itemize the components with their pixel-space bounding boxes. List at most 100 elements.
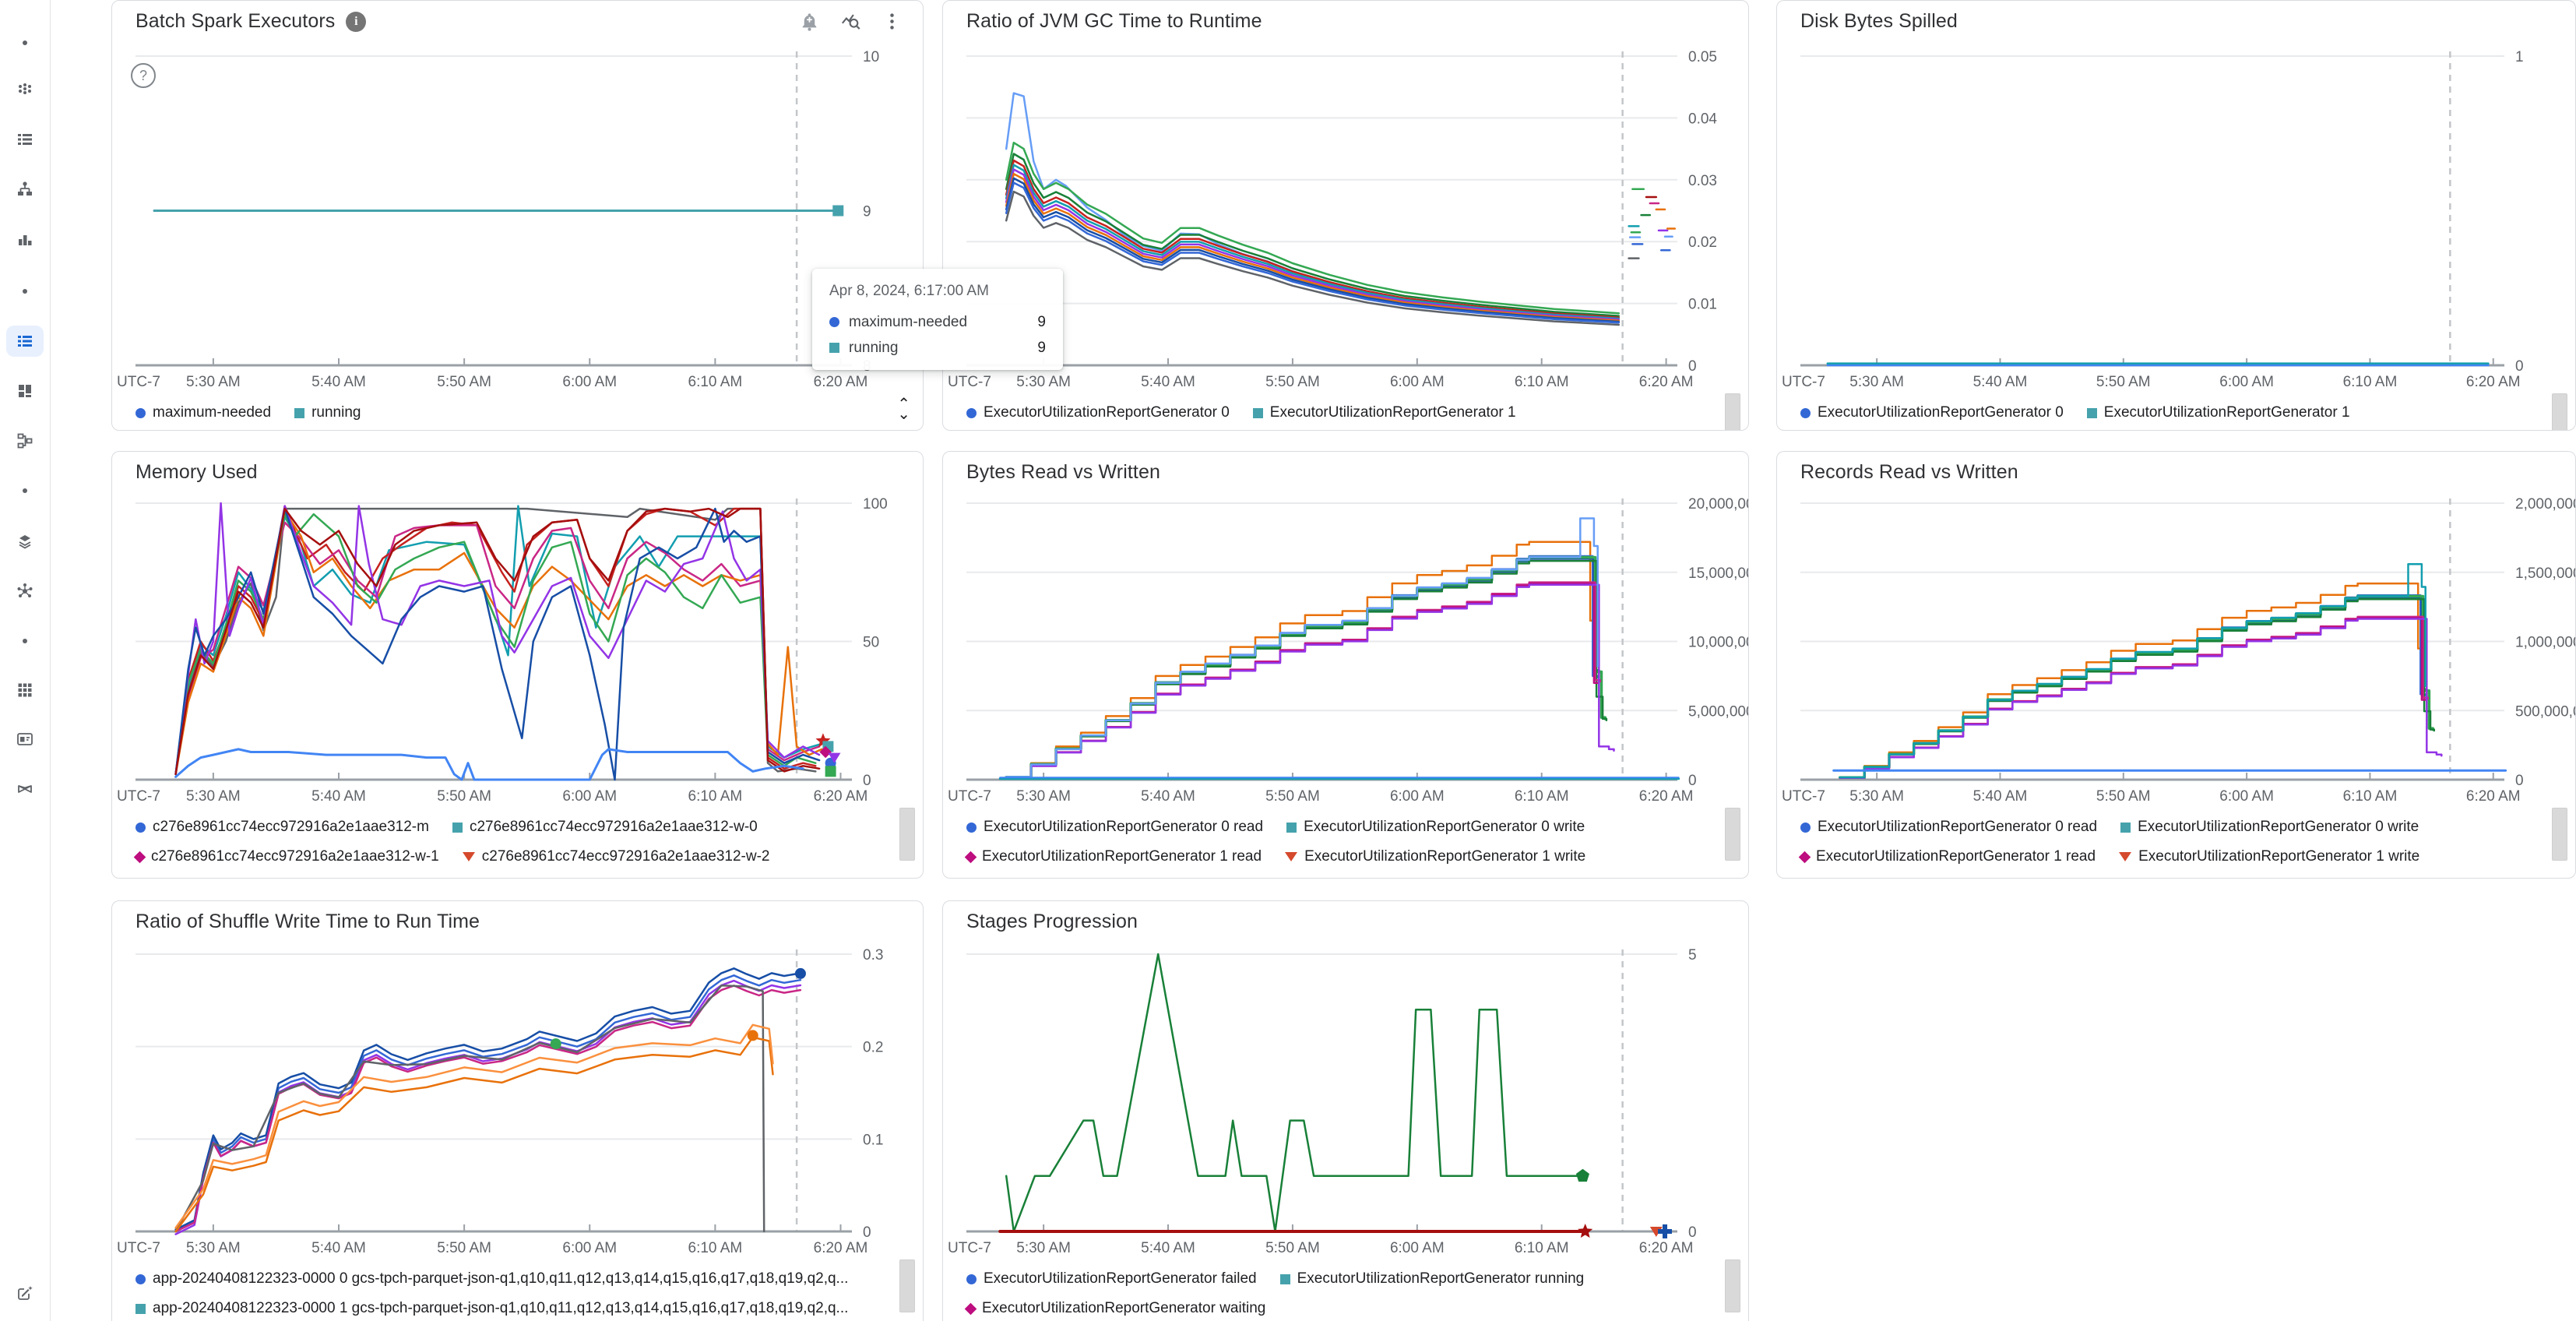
legend-label: ExecutorUtilizationReportGenerator runni… [1297,1270,1585,1287]
legend-item[interactable]: ExecutorUtilizationReportGenerator 4 [2085,428,2351,430]
sidebar-item-cluster[interactable] [6,74,44,105]
legend-scrollbar[interactable] [1725,808,1740,861]
legend-item[interactable]: c276e8961cc74ecc972916a2e1aae312-w-2 [462,842,770,872]
svg-text:5:30 AM: 5:30 AM [1016,374,1071,390]
help-icon[interactable]: ? [131,63,156,88]
legend-scrollbar[interactable] [1725,1259,1740,1312]
legend-item[interactable]: c276e8961cc74ecc972916a2e1aae312-w-1 [133,842,439,872]
svg-text:6:10 AM: 6:10 AM [1515,374,1569,390]
svg-text:0.1: 0.1 [863,1132,883,1148]
panel-title: Ratio of JVM GC Time to Runtime [966,10,1262,32]
sidebar-item-layers[interactable] [6,526,44,557]
svg-text:10: 10 [863,49,879,65]
add-alert-icon[interactable] [799,11,820,36]
svg-text:2,000,000,000: 2,000,000,000 [2515,496,2575,513]
compose-sparkle-icon [18,1286,33,1300]
legend-item[interactable]: ExecutorUtilizationReportGenerator 1 [2086,398,2350,428]
legend-item[interactable]: c276e8961cc74ecc972916a2e1aae312-m [135,812,429,842]
dot-icon [23,639,27,643]
svg-text:6:10 AM: 6:10 AM [2343,374,2398,390]
svg-text:0: 0 [2515,358,2524,375]
explore-chart-icon[interactable] [840,11,861,36]
legend-item[interactable]: maximum-needed [135,398,271,428]
legend-item[interactable]: app-20240408122323-0000 0 gcs-tpch-parqu… [135,1264,848,1294]
tooltip-series-value: 9 [1037,339,1046,356]
legend-item[interactable]: c276e8961cc74ecc972916a2e1aae312-w-0 [452,812,758,842]
panel-card-memory-used: Memory Used 100 50 0 5:30 AM 5:40 AM 5:50 AM 6:… [111,451,924,879]
legend-label: ExecutorUtilizationReportGenerator 0 [1818,404,2064,421]
legend-expand-button[interactable]: ⌃ ⌄ [897,396,910,423]
info-icon[interactable]: i [346,11,367,32]
sidebar-item-compose-sparkle[interactable] [6,1277,44,1309]
more-vert-icon[interactable] [882,11,903,36]
chart-area-disk-spilled[interactable]: 1 0 5:30 AM 5:40 AM 5:50 AM 6:00 AM 6:10 AM 6:2… [1777,1,2575,396]
panel-card-bytes-rw: Bytes Read vs Written 20,000,000,000 15,00… [942,451,1749,879]
svg-text:5:50 AM: 5:50 AM [1265,374,1320,390]
legend-label: ExecutorUtilizationReportGenerator 1 wri… [1304,848,1586,865]
legend-item[interactable]: ExecutorUtilizationReportGenerator 0 rea… [1800,812,2097,842]
legend-item[interactable]: ExecutorUtilizationReportGenerator 0 wri… [2120,812,2419,842]
sidebar-item-dot [6,625,44,657]
layers-icon [19,535,31,549]
chart-area-gc-ratio[interactable]: 0.05 0.04 0.03 0.02 0.01 0 5:30 AM 5:40 AM 5:50 … [943,1,1748,396]
legend-item[interactable]: ExecutorUtilizationReportGenerator 1 wri… [1285,842,1585,872]
chart-area-shuffle-ratio[interactable]: 0.3 0.2 0.1 0 5:30 AM 5:40 AM 5:50 AM 6:00 AM 6:… [112,901,923,1263]
legend-label: c276e8961cc74ecc972916a2e1aae312-w-0 [469,819,758,835]
svg-text:5:50 AM: 5:50 AM [1265,788,1320,805]
legend-item[interactable]: ExecutorUtilizationReportGenerator 0 [1800,398,2064,428]
sidebar-item-bowtie[interactable] [6,773,44,805]
panel-card-gc-ratio: Ratio of JVM GC Time to Runtime 0.05 0.04 0… [942,0,1749,431]
legend-gc-ratio: ExecutorUtilizationReportGenerator 0 Exec… [966,398,1694,430]
legend-scrollbar[interactable] [899,808,915,861]
legend-scrollbar[interactable] [2552,393,2567,430]
chart-area-stages[interactable]: 5 0 5:30 AM 5:40 AM 5:50 AM 6:00 AM 6:10 AM 6:2… [943,901,1748,1263]
svg-text:UTC-7: UTC-7 [948,788,991,805]
sidebar-item-hierarchy[interactable] [6,174,44,205]
svg-text:15,000,000,000: 15,000,000,000 [1688,565,1748,582]
legend-scrollbar[interactable] [899,1259,915,1312]
legend-item[interactable]: ExecutorUtilizationReportGenerator 0 [966,398,1230,428]
legend-scrollbar[interactable] [2552,808,2567,861]
legend-item[interactable]: running [294,398,361,428]
svg-text:6:20 AM: 6:20 AM [1639,788,1694,805]
legend-item[interactable]: ExecutorUtilizationReportGenerator waiti… [964,1294,1265,1321]
chart-area-bytes-rw[interactable]: 20,000,000,000 15,000,000,000 10,000,000,0… [943,452,1748,811]
sidebar-item-dashboard-blocks[interactable] [6,375,44,407]
legend-item[interactable]: ExecutorUtilizationReportGenerator 0 wri… [1286,812,1585,842]
circle-marker-icon [135,822,146,833]
legend-item[interactable]: ExecutorUtilizationReportGenerator 2 [966,428,1228,430]
sidebar-item-apps-grid[interactable] [6,675,44,706]
legend-item[interactable]: ExecutorUtilizationReportGenerator 1 rea… [964,842,1262,872]
chart-area-memory-used[interactable]: 100 50 0 5:30 AM 5:40 AM 5:50 AM 6:00 AM 6:10 A… [112,452,923,811]
svg-text:0: 0 [863,773,871,789]
legend-label: ExecutorUtilizationReportGenerator 1 [1269,404,1516,421]
square-marker-icon [294,407,305,418]
panel-title: Memory Used [135,461,258,483]
svg-text:UTC-7: UTC-7 [948,1240,991,1256]
legend-item[interactable]: ExecutorUtilizationReportGenerator runni… [1279,1264,1585,1294]
legend-item[interactable]: ExecutorUtilizationReportGenerator 1 rea… [1798,842,2096,872]
triangle-marker-icon [462,852,475,861]
sidebar-item-list-details[interactable] [6,124,44,155]
legend-item[interactable]: app-20240408122323-0000 1 gcs-tpch-parqu… [135,1294,848,1321]
sidebar-item-card[interactable] [6,724,44,755]
legend-item[interactable]: ExecutorUtilizationReportGenerator 1 [1252,398,1516,428]
legend-item[interactable]: ExecutorUtilizationReportGenerator 2 [1800,428,2062,430]
chart-area-batch-executors[interactable]: 10985:30 AM5:40 AM5:50 AM6:00 AM6:10 AM6… [112,1,923,396]
circle-marker-icon [1800,407,1811,418]
sidebar-item-bar-chart[interactable] [6,224,44,255]
svg-text:5:40 AM: 5:40 AM [1973,788,2028,805]
panel-title: Stages Progression [966,911,1138,932]
legend-item[interactable]: ExecutorUtilizationReportGenerator 1 wri… [2119,842,2419,872]
legend-item[interactable]: ExecutorUtilizationReportGenerator 4 [1251,428,1517,430]
chart-area-records-rw[interactable]: 2,000,000,000 1,500,000,000 1,000,000,000 5… [1777,452,2575,811]
svg-text:6:00 AM: 6:00 AM [1390,1240,1445,1256]
sidebar-item-network[interactable] [6,576,44,607]
legend-label: app-20240408122323-0000 1 gcs-tpch-parqu… [153,1300,849,1316]
legend-item[interactable]: ExecutorUtilizationReportGenerator faile… [966,1264,1257,1294]
sidebar-item-list-batches[interactable] [6,326,44,357]
card-icon [17,733,33,745]
legend-item[interactable]: ExecutorUtilizationReportGenerator 0 rea… [966,812,1263,842]
legend-scrollbar[interactable] [1725,393,1740,430]
sidebar-item-workflow[interactable] [6,425,44,456]
